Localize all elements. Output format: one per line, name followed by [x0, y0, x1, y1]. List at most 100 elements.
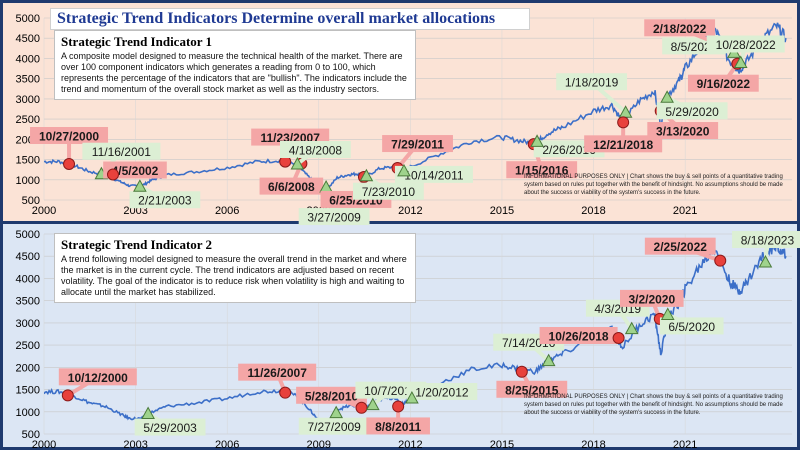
buy-marker-label: 10/14/2011: [404, 168, 463, 182]
y-tick-label: 3000: [16, 94, 40, 106]
buy-marker: [660, 307, 675, 320]
x-tick-label: 2000: [32, 205, 56, 217]
marker-label-bg: [30, 127, 109, 145]
y-tick-label: 3500: [16, 296, 40, 308]
sell-marker-label: 4/5/2002: [112, 164, 159, 178]
panel2-title: Strategic Trend Indicator 2: [61, 237, 213, 252]
x-tick-label: 2018: [581, 205, 605, 217]
sell-marker-label: 11/26/2007: [247, 366, 307, 380]
x-tick-label: 2000: [32, 439, 56, 450]
marker-label-bg: [394, 165, 473, 183]
sell-marker-label: 6/6/2008: [268, 180, 315, 194]
panel1-disclaimer: INFORMATIONAL PURPOSES ONLY | Chart show…: [524, 174, 783, 196]
x-tick-label: 2003: [123, 439, 147, 450]
sell-marker: [355, 401, 368, 414]
buy-marker-label: 7/27/2009: [307, 420, 361, 434]
buy-marker-label: 3/27/2009: [307, 211, 361, 225]
marker-label-bg: [644, 237, 716, 255]
marker-label-bg: [298, 417, 370, 435]
buy-marker: [758, 254, 773, 268]
x-tick-label: 2012: [398, 439, 422, 450]
sell-marker-label: 3/2/2020: [628, 292, 675, 306]
sell-marker-label: 8/25/2015: [505, 383, 559, 397]
buy-marker-label: 7/23/2010: [362, 185, 416, 199]
marker-label-bg: [259, 177, 324, 195]
x-tick-label: 2009: [307, 439, 331, 450]
sell-marker: [279, 386, 292, 399]
sell-marker-label: 2/18/2022: [653, 22, 707, 36]
marker-label-bg: [620, 289, 684, 307]
buy-marker-label: 1/20/2012: [415, 386, 469, 400]
sell-marker-label: 9/16/2022: [697, 77, 751, 91]
sell-marker-label: 2/25/2022: [654, 240, 708, 254]
y-tick-label: 5000: [16, 13, 40, 25]
panel1-description-box: Strategic Trend Indicator 1 A composite …: [54, 30, 416, 100]
sell-marker-label: 10/12/2000: [68, 371, 128, 385]
buy-marker-label: 4/18/2008: [289, 144, 343, 158]
buy-marker-label: 5/29/2003: [143, 421, 197, 435]
buy-marker: [329, 405, 344, 419]
y-tick-label: 1000: [16, 407, 40, 419]
marker-label-bg: [556, 73, 628, 91]
marker-label-bg: [238, 363, 317, 381]
marker-label-bg: [584, 135, 663, 153]
y-tick-label: 2000: [16, 362, 40, 374]
sell-marker: [515, 365, 528, 378]
y-tick-label: 4500: [16, 251, 40, 263]
sell-marker-label: 10/26/2018: [549, 330, 609, 344]
y-tick-label: 3000: [16, 318, 40, 330]
x-tick-label: 2021: [673, 205, 697, 217]
main-title: Strategic Trend Indicators Determine ove…: [50, 8, 530, 30]
marker-label-bg: [656, 102, 728, 120]
marker-label-bg: [496, 380, 568, 398]
marker-label-bg: [706, 35, 785, 53]
marker-label-bg: [82, 142, 161, 160]
marker-label-bg: [134, 418, 206, 436]
x-tick-label: 2018: [581, 439, 605, 450]
y-tick-label: 500: [22, 429, 40, 441]
x-tick-label: 2006: [215, 439, 239, 450]
y-tick-label: 500: [22, 195, 40, 207]
sell-marker: [392, 400, 405, 413]
marker-label-bg: [506, 161, 578, 179]
sell-marker: [63, 158, 76, 171]
y-tick-label: 4000: [16, 273, 40, 285]
panel1-description: A composite model designed to measure th…: [61, 51, 407, 94]
y-tick-label: 2500: [16, 340, 40, 352]
x-tick-label: 2015: [490, 205, 514, 217]
marker-label-bg: [644, 19, 716, 37]
y-tick-label: 1000: [16, 175, 40, 187]
buy-marker: [359, 168, 374, 182]
buy-marker-label: 2/26/2016: [542, 143, 596, 157]
y-tick-label: 1500: [16, 155, 40, 167]
buy-marker-label: 10/7/2010: [364, 384, 418, 398]
marker-label-bg: [732, 231, 800, 248]
marker-label-bg: [382, 135, 453, 153]
buy-marker-label: 6/5/2020: [668, 320, 715, 334]
buy-marker: [624, 321, 639, 335]
sell-marker-label: 8/8/2011: [375, 420, 421, 434]
x-tick-label: 2006: [215, 205, 239, 217]
buy-marker: [405, 390, 419, 404]
sell-marker-label: 10/27/2000: [39, 130, 99, 144]
marker-label-bg: [280, 141, 351, 159]
sell-marker: [617, 116, 630, 129]
buy-marker: [541, 353, 556, 367]
panel1-title: Strategic Trend Indicator 1: [61, 34, 213, 49]
y-tick-label: 2500: [16, 114, 40, 126]
sell-marker-label: 1/15/2016: [515, 164, 569, 178]
sell-marker-label: 5/28/2010: [305, 389, 359, 403]
marker-label-bg: [58, 368, 137, 386]
marker-label-bg: [366, 417, 430, 435]
marker-label-bg: [353, 182, 424, 200]
buy-marker: [141, 406, 155, 420]
panel2-disclaimer: INFORMATIONAL PURPOSES ONLY | Chart show…: [524, 394, 783, 416]
sell-marker: [106, 168, 119, 181]
panel1-chart: 500 1000 1500 2000 2500 3000 3500 4000 4500 5000 2…: [16, 13, 792, 226]
sell-marker-label: 7/29/2011: [391, 138, 444, 152]
marker-label-bg: [129, 191, 201, 209]
y-tick-label: 1500: [16, 385, 40, 397]
y-tick-label: 5000: [16, 229, 40, 241]
buy-marker: [660, 90, 674, 103]
